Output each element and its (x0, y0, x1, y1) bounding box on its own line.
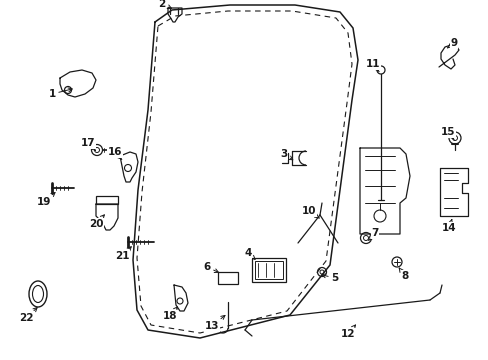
Text: 4: 4 (244, 248, 255, 260)
Text: 19: 19 (37, 193, 55, 207)
Text: 1: 1 (48, 88, 72, 99)
Text: 3: 3 (280, 149, 292, 160)
Text: 22: 22 (19, 308, 37, 323)
Bar (218, 272, 238, 284)
Text: 8: 8 (398, 268, 408, 281)
Text: 5: 5 (321, 273, 338, 283)
Text: 6: 6 (203, 262, 218, 273)
Text: 15: 15 (440, 127, 454, 140)
Bar (251, 258, 285, 282)
Text: 21: 21 (115, 247, 131, 261)
Text: 20: 20 (88, 215, 104, 229)
Text: 2: 2 (158, 0, 171, 9)
Bar (96, 196, 118, 204)
Text: 16: 16 (107, 147, 122, 159)
Text: 13: 13 (204, 315, 224, 331)
Text: 9: 9 (447, 38, 457, 48)
Text: 14: 14 (441, 220, 455, 233)
Text: 7: 7 (368, 228, 378, 240)
Text: 12: 12 (340, 325, 355, 339)
Text: 18: 18 (163, 307, 177, 321)
Text: 11: 11 (365, 59, 380, 72)
Text: 10: 10 (301, 206, 319, 218)
Text: 17: 17 (81, 138, 95, 150)
Bar (254, 261, 283, 279)
